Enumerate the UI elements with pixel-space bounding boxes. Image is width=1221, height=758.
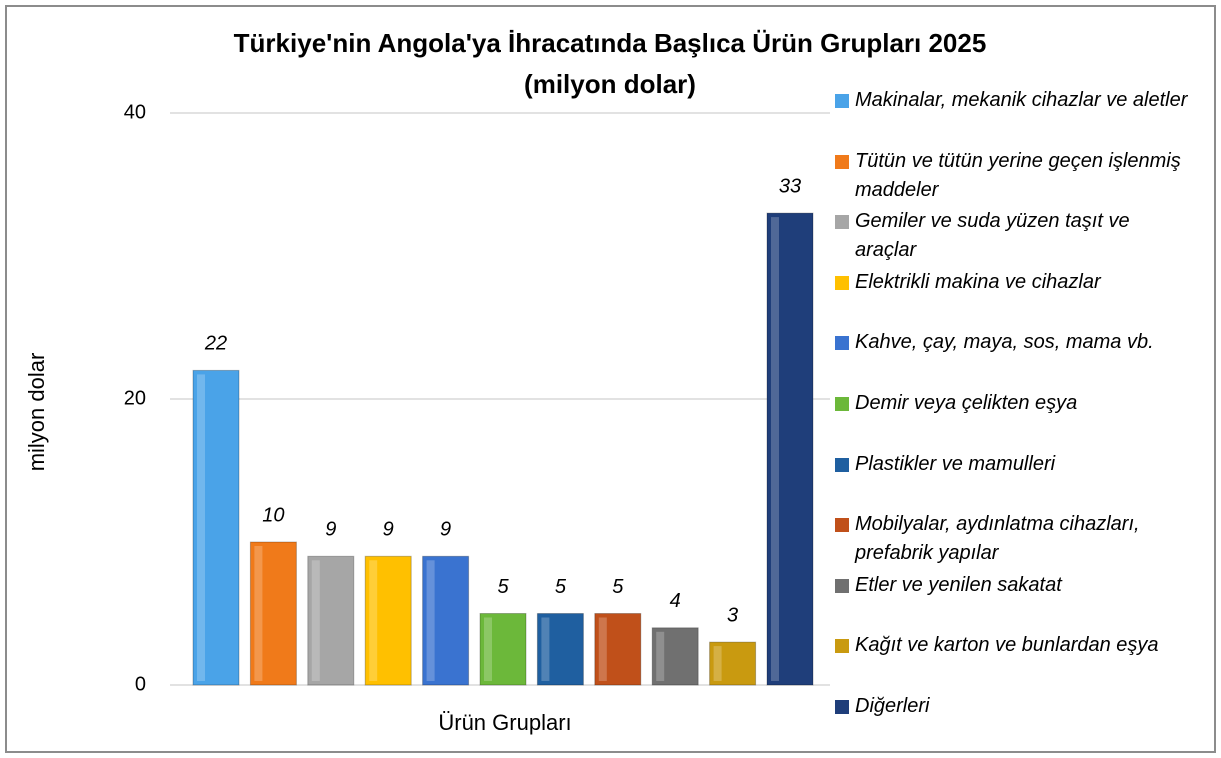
- legend-label: Kağıt ve karton ve bunlardan eşya: [855, 634, 1159, 657]
- legend-label: Elektrikli makina ve cihazlar: [855, 270, 1101, 293]
- legend-label: Mobilyalar, aydınlatma cihazları, prefab…: [855, 513, 1140, 565]
- bar-highlight: [254, 546, 263, 681]
- data-label: 22: [204, 333, 227, 355]
- legend-swatch: [835, 215, 849, 230]
- legend-swatch: [835, 700, 849, 714]
- legend-item: Plastikler ve mamulleri: [835, 450, 1195, 479]
- bar-highlight: [598, 617, 607, 681]
- bar: [709, 641, 757, 686]
- data-label: 9: [440, 519, 451, 541]
- legend-item: Etler ve yenilen sakatat: [835, 571, 1195, 600]
- legend-swatch: [835, 639, 849, 654]
- legend-swatch: [835, 94, 849, 108]
- bar: [192, 369, 240, 686]
- legend-label: Demir veya çelikten eşya: [855, 392, 1078, 414]
- data-label: 9: [325, 519, 336, 541]
- bar-highlight: [484, 617, 492, 681]
- legend-item: Demir veya çelikten eşya: [835, 389, 1195, 418]
- bar-highlight: [369, 560, 378, 681]
- bar-highlight: [426, 560, 435, 681]
- legend-label: Kahve, çay, maya, sos, mama vb.: [855, 331, 1154, 354]
- legend-label: Diğerleri: [855, 695, 930, 717]
- legend-swatch: [835, 397, 849, 411]
- bar-highlight: [197, 374, 205, 681]
- legend-swatch: [835, 154, 849, 169]
- data-label: 5: [555, 576, 567, 598]
- data-label: 9: [383, 519, 394, 541]
- bar: [422, 555, 470, 686]
- legend-swatch: [835, 457, 849, 472]
- legend-item: Tütün ve tütün yerine geçen işlenmiş mad…: [835, 147, 1195, 205]
- bar: [249, 541, 297, 686]
- bar-highlight: [541, 617, 550, 681]
- bar: [364, 555, 412, 686]
- legend-item: Mobilyalar, aydınlatma cihazları, prefab…: [835, 510, 1195, 568]
- legend-swatch: [835, 336, 849, 351]
- bar: [479, 613, 527, 686]
- x-axis-label: Ürün Grupları: [438, 710, 571, 735]
- y-axis-label: milyon dolar: [24, 353, 49, 472]
- legend-swatch: [835, 518, 849, 533]
- legend-item: Elektrikli makina ve cihazlar: [835, 268, 1195, 297]
- chart-subtitle: (milyon dolar): [524, 69, 696, 99]
- y-tick-label: 0: [135, 673, 146, 695]
- y-tick-label: 40: [124, 101, 146, 123]
- bar-highlight: [713, 646, 722, 681]
- legend-item: Kahve, çay, maya, sos, mama vb.: [835, 328, 1195, 357]
- data-label: 4: [670, 590, 681, 612]
- legend-label: Plastikler ve mamulleri: [855, 452, 1056, 475]
- bar: [594, 613, 642, 686]
- data-label: 33: [779, 175, 801, 197]
- data-label: 5: [612, 576, 624, 598]
- bar: [307, 555, 355, 686]
- data-label: 5: [497, 576, 509, 598]
- bar: [766, 212, 814, 686]
- legend-label: Makinalar, mekanik cihazlar ve aletler: [855, 89, 1188, 111]
- bar-highlight: [656, 631, 665, 681]
- legend-label: Gemiler ve suda yüzen taşıt ve araçlar: [855, 210, 1130, 262]
- legend-item: Makinalar, mekanik cihazlar ve aletler: [835, 86, 1195, 115]
- legend-swatch: [835, 578, 849, 593]
- chart-title: Türkiye'nin Angola'ya İhracatında Başlıc…: [234, 28, 987, 58]
- bar-highlight: [311, 560, 320, 681]
- legend-label: Etler ve yenilen sakatat: [855, 573, 1062, 596]
- bar: [651, 627, 699, 686]
- legend-label: Tütün ve tütün yerine geçen işlenmiş mad…: [855, 149, 1181, 201]
- y-tick-label: 20: [124, 387, 146, 409]
- data-label: 10: [262, 504, 284, 526]
- data-label: 3: [727, 604, 738, 626]
- legend-item: Kağıt ve karton ve bunlardan eşya: [835, 631, 1195, 660]
- bar: [536, 613, 584, 686]
- legend-item: Diğerleri: [835, 692, 1195, 721]
- legend-item: Gemiler ve suda yüzen taşıt ve araçlar: [835, 207, 1195, 265]
- bar-highlight: [771, 217, 779, 681]
- legend-swatch: [835, 275, 849, 290]
